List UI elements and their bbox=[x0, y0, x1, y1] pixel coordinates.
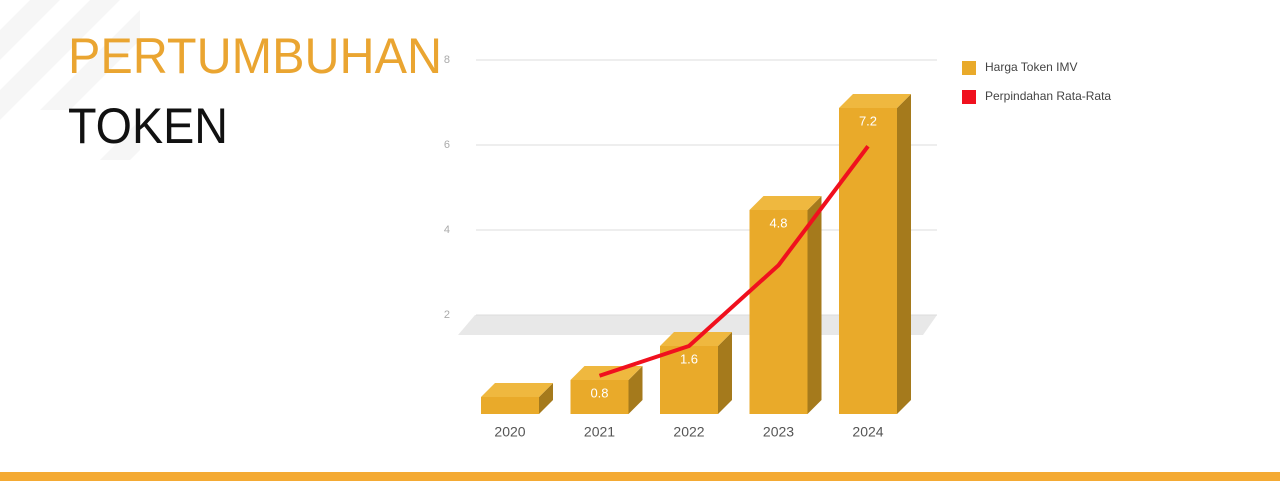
bar-side bbox=[539, 383, 553, 414]
bar-front bbox=[570, 380, 629, 414]
data-label: 7.2 bbox=[859, 113, 877, 128]
line bbox=[598, 145, 870, 378]
bar-side bbox=[897, 94, 911, 414]
bar-front bbox=[660, 346, 718, 414]
x-tick-label: 2020 bbox=[494, 424, 525, 440]
x-tick-label: 2022 bbox=[673, 424, 704, 440]
x-tick-label: 2024 bbox=[852, 424, 883, 440]
legend-swatch bbox=[962, 90, 976, 104]
bar bbox=[839, 94, 911, 414]
footer-bar bbox=[0, 472, 1280, 481]
data-label: 4.8 bbox=[769, 215, 787, 230]
bar bbox=[481, 383, 553, 414]
bar-front bbox=[749, 210, 808, 414]
bar-front bbox=[481, 397, 539, 414]
bar-top bbox=[749, 196, 822, 210]
chart-subtitle: TOKEN bbox=[68, 98, 228, 154]
bar bbox=[749, 196, 822, 414]
y-tick-label: 4 bbox=[444, 224, 450, 236]
decoration bbox=[0, 0, 140, 160]
data-label: 0.8 bbox=[590, 385, 608, 400]
x-tick-label: 2023 bbox=[763, 424, 794, 440]
legend-swatch bbox=[962, 61, 976, 75]
y-tick-label: 8 bbox=[444, 54, 450, 66]
chart-title: PERTUMBUHAN bbox=[68, 28, 442, 84]
bar-front bbox=[839, 108, 897, 414]
y-tick-label: 2 bbox=[444, 309, 450, 321]
legend-label: Perpindahan Rata-Rata bbox=[985, 89, 1111, 103]
y-tick-label: 6 bbox=[444, 139, 450, 151]
legend-label: Harga Token IMV bbox=[985, 60, 1078, 74]
bar-side bbox=[628, 366, 643, 414]
x-tick-label: 2021 bbox=[584, 424, 615, 440]
bar-side bbox=[807, 196, 822, 414]
bar-top bbox=[839, 94, 911, 108]
bar bbox=[660, 332, 732, 414]
bar-top bbox=[481, 383, 553, 397]
bar-side bbox=[718, 332, 732, 414]
data-label: 1.6 bbox=[680, 351, 698, 366]
